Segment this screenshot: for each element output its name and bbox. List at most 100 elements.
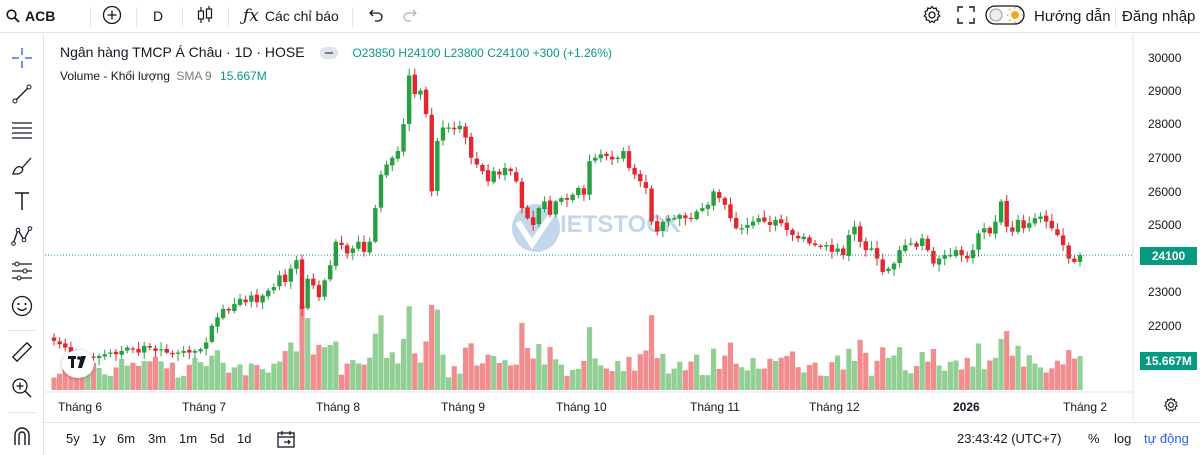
percent-toggle[interactable]: % bbox=[1088, 431, 1100, 446]
volume-bar bbox=[130, 362, 136, 390]
volume-bar bbox=[868, 375, 875, 390]
candle-body bbox=[756, 218, 761, 222]
volume-bar bbox=[350, 360, 356, 390]
candle-body bbox=[153, 348, 158, 351]
clock[interactable]: 23:43:42 (UTC+7) bbox=[957, 431, 1062, 446]
volume-bar bbox=[1009, 355, 1015, 390]
undo-button[interactable] bbox=[366, 0, 384, 33]
volume-bar bbox=[259, 369, 266, 390]
volume-bar bbox=[919, 351, 925, 390]
candle-body bbox=[897, 250, 902, 263]
candle-body bbox=[666, 218, 671, 222]
date-range-button[interactable] bbox=[276, 429, 296, 452]
trendline-tool[interactable] bbox=[8, 82, 36, 110]
login-link[interactable]: Đăng nhập bbox=[1122, 7, 1196, 25]
log-toggle[interactable]: log bbox=[1114, 431, 1132, 446]
volume-bar bbox=[288, 342, 294, 390]
emoji-tool[interactable] bbox=[8, 294, 36, 322]
chart-type-button[interactable] bbox=[196, 0, 214, 33]
candle-body bbox=[457, 125, 463, 130]
candle-body bbox=[948, 255, 953, 257]
redo-button[interactable] bbox=[402, 0, 420, 33]
candle-body bbox=[514, 172, 519, 182]
candle-body bbox=[339, 242, 344, 246]
candle-body bbox=[497, 171, 502, 175]
candle-body bbox=[1066, 245, 1071, 259]
change-value: +300 (+1.26%) bbox=[532, 46, 612, 60]
volume-bar bbox=[727, 342, 734, 390]
volume-bar bbox=[1026, 355, 1032, 390]
candle-body bbox=[423, 89, 429, 115]
volume-bar bbox=[778, 357, 784, 390]
volume-bar bbox=[181, 375, 187, 390]
gear-icon bbox=[1163, 397, 1179, 417]
interval-button[interactable]: D bbox=[153, 0, 163, 33]
pattern-tool[interactable] bbox=[8, 224, 36, 252]
candle-body bbox=[198, 349, 203, 352]
settings-button[interactable] bbox=[922, 0, 942, 33]
candle-body bbox=[164, 348, 169, 353]
range-3m[interactable]: 3m bbox=[148, 431, 167, 446]
guide-link[interactable]: Hướng dẫn bbox=[1034, 7, 1111, 25]
volume-bar bbox=[643, 350, 649, 390]
chart-settings-button[interactable] bbox=[1163, 397, 1179, 418]
candle-body bbox=[564, 198, 570, 200]
text-tool[interactable] bbox=[8, 189, 36, 217]
range-5y[interactable]: 5y bbox=[66, 431, 80, 446]
volume-bar bbox=[908, 373, 914, 390]
volume-bar bbox=[462, 347, 469, 390]
volume-bar bbox=[863, 352, 869, 390]
ruler-icon bbox=[11, 341, 33, 368]
volume-bar bbox=[96, 367, 102, 390]
zoom-tool[interactable] bbox=[8, 376, 36, 404]
volume-bar bbox=[102, 374, 108, 390]
legend-toggle[interactable] bbox=[320, 47, 339, 60]
candle-body bbox=[277, 275, 282, 287]
volume-bar bbox=[648, 315, 655, 390]
volume-value: 15.667M bbox=[220, 69, 267, 83]
divider bbox=[136, 7, 137, 27]
volume-bar bbox=[384, 357, 390, 390]
forecast-tool[interactable] bbox=[8, 259, 36, 287]
candle-body bbox=[395, 151, 401, 159]
indicators-button[interactable]: ƒx Các chỉ báo bbox=[243, 0, 339, 33]
range-1d[interactable]: 1d bbox=[237, 431, 252, 446]
symbol-search[interactable]: ACB bbox=[6, 0, 55, 33]
volume-bar bbox=[1066, 350, 1072, 390]
range-6m[interactable]: 6m bbox=[117, 431, 136, 446]
volume-bar bbox=[575, 368, 581, 390]
volume-bar bbox=[942, 370, 948, 390]
auto-scale-toggle[interactable]: tự động bbox=[1144, 431, 1189, 446]
candle-body bbox=[587, 161, 592, 195]
candle-body bbox=[801, 236, 806, 240]
crosshair-icon bbox=[11, 47, 33, 74]
forecast-icon bbox=[11, 260, 33, 287]
smiley-icon bbox=[11, 295, 33, 322]
volume-bar bbox=[609, 371, 615, 390]
volume-bar bbox=[874, 360, 880, 390]
symbol-label: ACB bbox=[25, 8, 56, 24]
volume-bar bbox=[293, 351, 300, 390]
crosshair-tool[interactable] bbox=[8, 46, 36, 74]
range-5d[interactable]: 5d bbox=[210, 431, 225, 446]
compare-button[interactable] bbox=[102, 0, 122, 33]
fib-tool[interactable] bbox=[8, 118, 36, 146]
range-1m[interactable]: 1m bbox=[179, 431, 198, 446]
tradingview-logo[interactable] bbox=[62, 350, 94, 378]
chart-legend: Ngân hàng TMCP Á Châu · 1D · HOSE O23850… bbox=[60, 44, 612, 60]
candle-body bbox=[660, 221, 666, 232]
magnet-tool[interactable] bbox=[8, 424, 36, 452]
candle-body bbox=[435, 140, 440, 191]
candle-body bbox=[1072, 258, 1077, 262]
candle-body bbox=[925, 238, 930, 251]
volume-bar bbox=[321, 347, 328, 390]
theme-toggle[interactable] bbox=[985, 0, 1025, 33]
fullscreen-button[interactable] bbox=[957, 0, 975, 33]
candle-body bbox=[175, 352, 181, 354]
range-1y[interactable]: 1y bbox=[92, 431, 106, 446]
brush-tool[interactable] bbox=[8, 154, 36, 182]
volume-bar bbox=[699, 375, 705, 390]
measure-tool[interactable] bbox=[8, 340, 36, 368]
volume-bar bbox=[947, 361, 953, 390]
candle-body bbox=[846, 235, 852, 256]
